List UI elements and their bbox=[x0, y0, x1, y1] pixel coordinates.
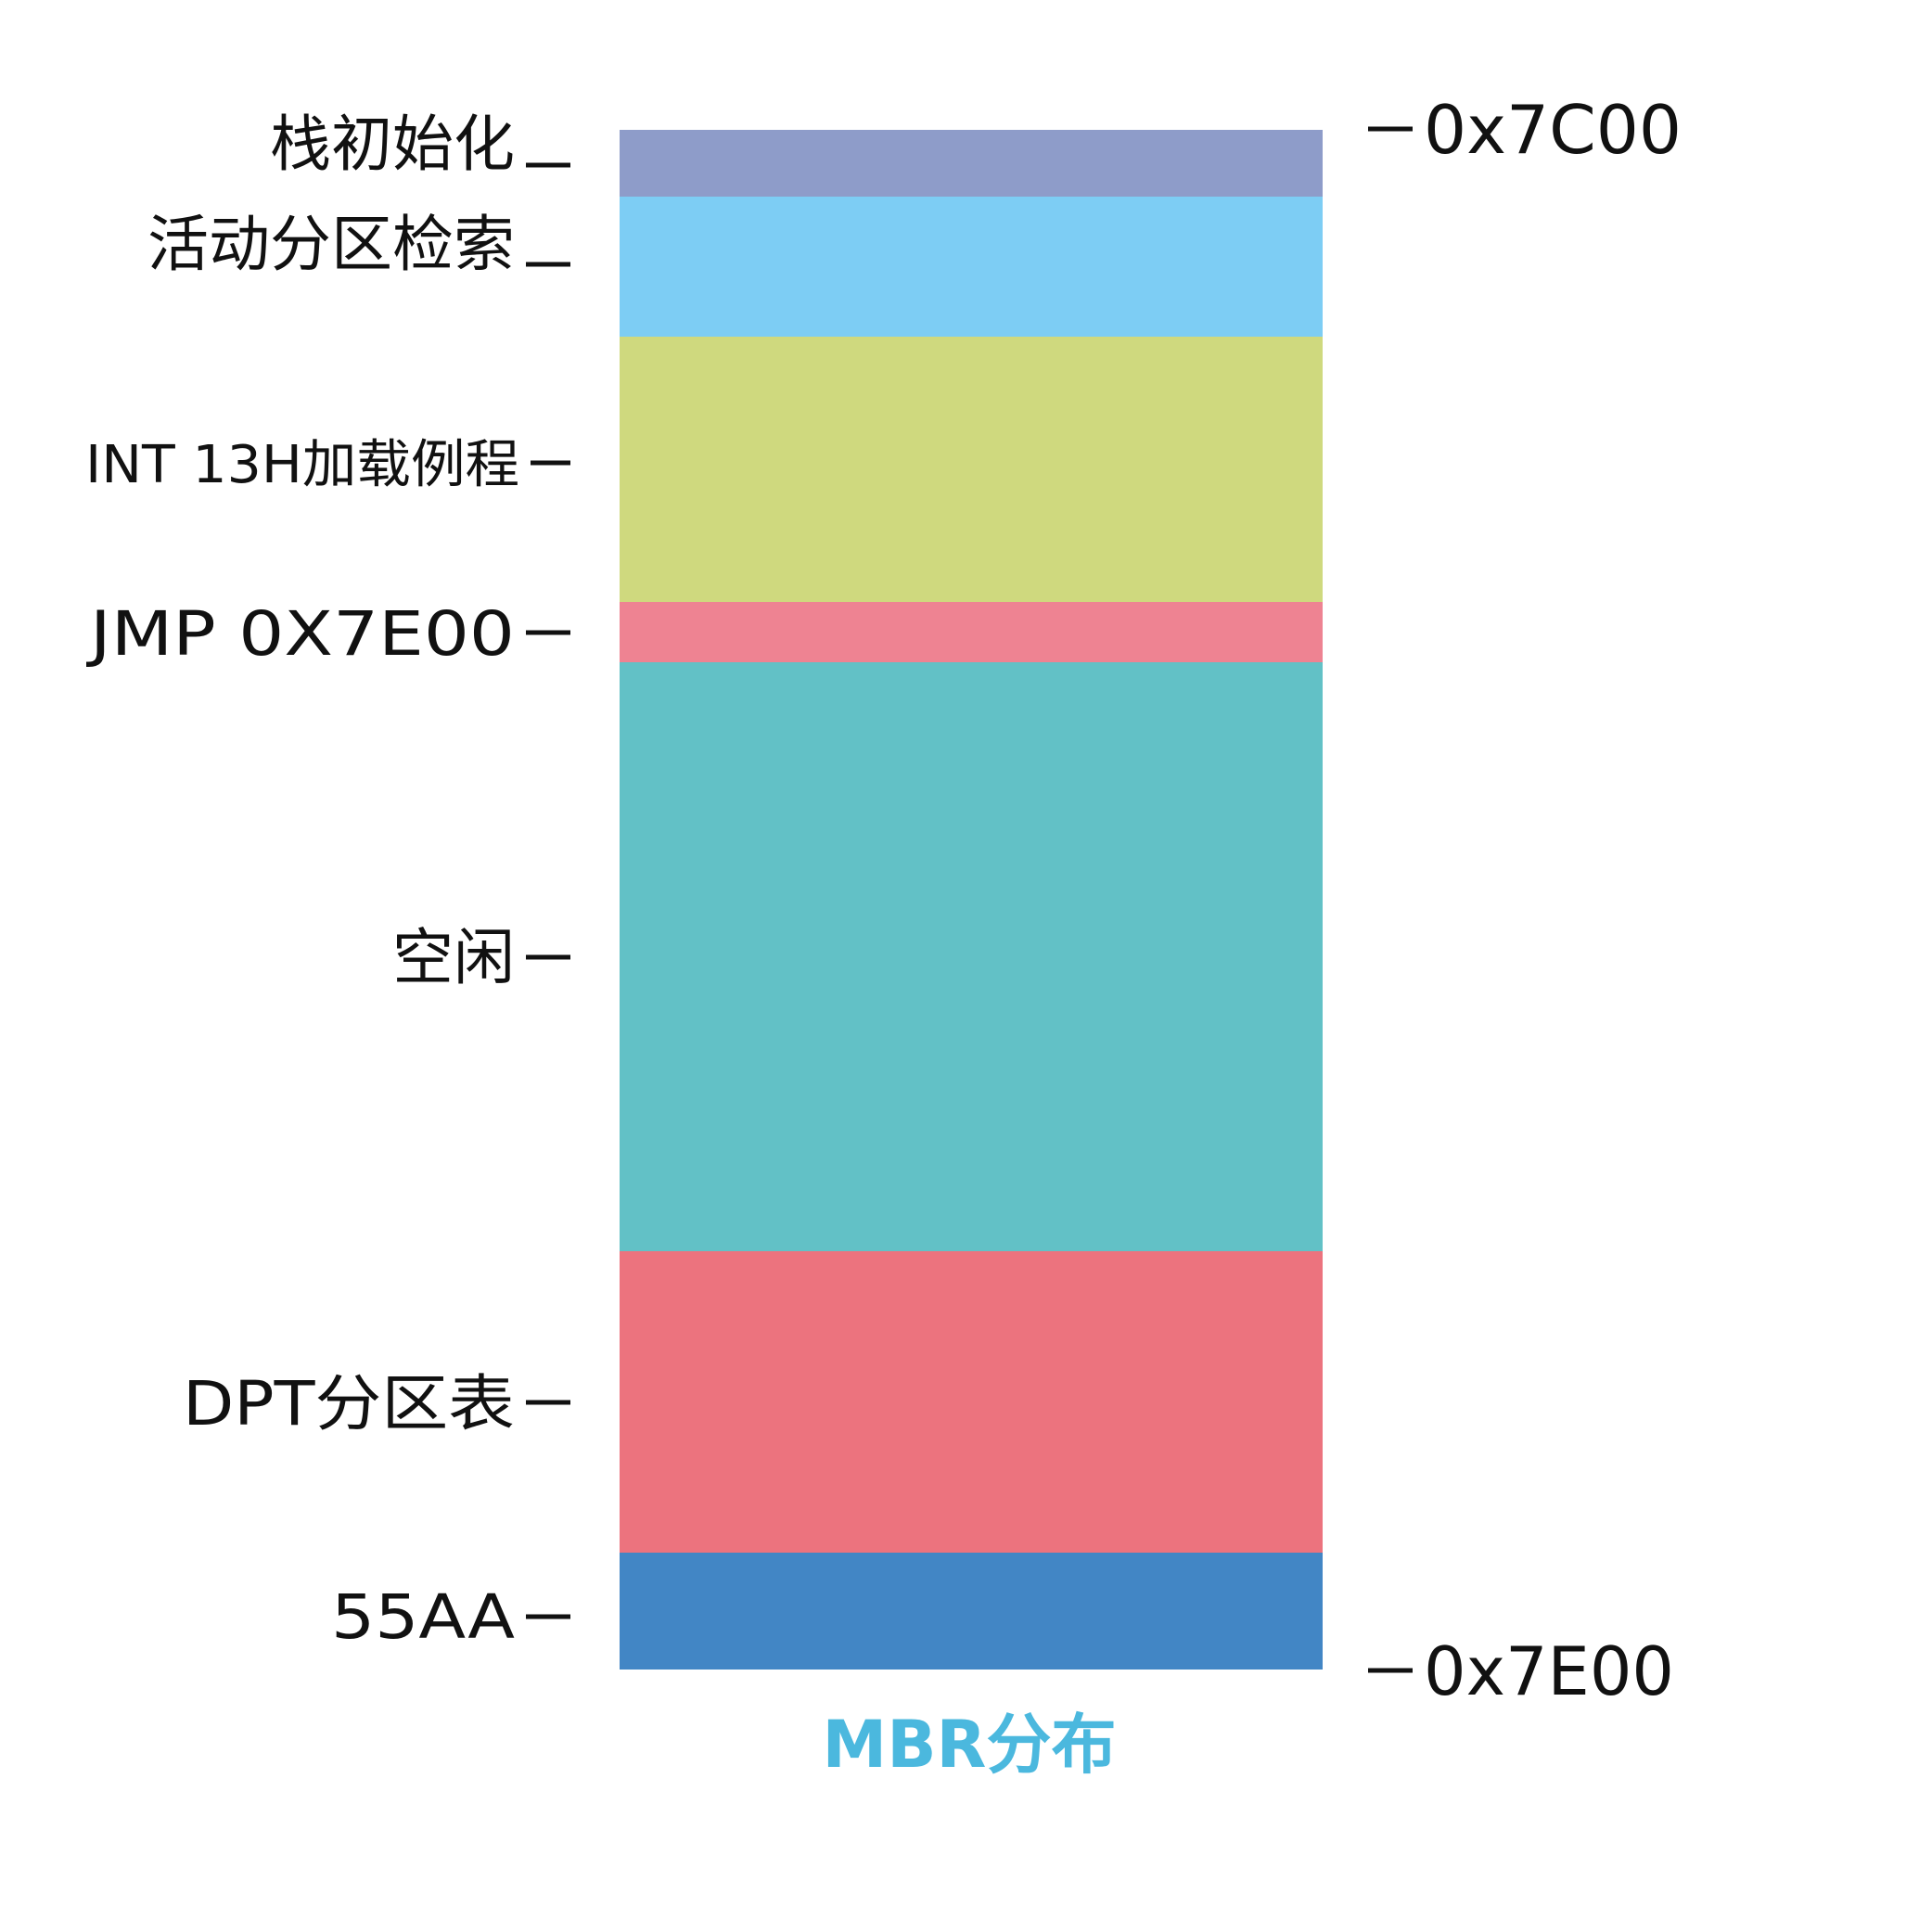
segment-label-free: 空闲 bbox=[392, 922, 515, 993]
address-label-end: 0x7E00 bbox=[1424, 1632, 1674, 1710]
segment-label-stack-init: 栈初始化 bbox=[270, 109, 515, 180]
segment-stack-init bbox=[620, 130, 1323, 198]
segment-label-dpt: DPT分区表 bbox=[183, 1368, 515, 1439]
segment-active-search bbox=[620, 197, 1323, 338]
address-markers: 0x7C00 0x7E00 bbox=[1368, 91, 1682, 1710]
segment-label-int13h-loader: INT 13H加载例程 bbox=[85, 435, 519, 495]
segment-free bbox=[620, 662, 1323, 1252]
segment-label-active-search: 活动分区检索 bbox=[147, 209, 515, 280]
segment-label-jmp: JMP 0X7E00 bbox=[85, 598, 515, 670]
segment-55aa bbox=[620, 1553, 1323, 1670]
segment-dpt bbox=[620, 1251, 1323, 1554]
segment-int13h-loader bbox=[620, 337, 1323, 603]
diagram-title: MBR分布 bbox=[823, 1707, 1117, 1783]
address-label-start: 0x7C00 bbox=[1424, 91, 1682, 169]
segment-label-55aa: 55AA bbox=[331, 1581, 515, 1653]
segment-bars bbox=[620, 130, 1323, 1670]
segment-labels: 栈初始化 活动分区检索 INT 13H加载例程 JMP 0X7E00 空闲 DP… bbox=[85, 109, 570, 1653]
segment-jmp bbox=[620, 602, 1323, 663]
